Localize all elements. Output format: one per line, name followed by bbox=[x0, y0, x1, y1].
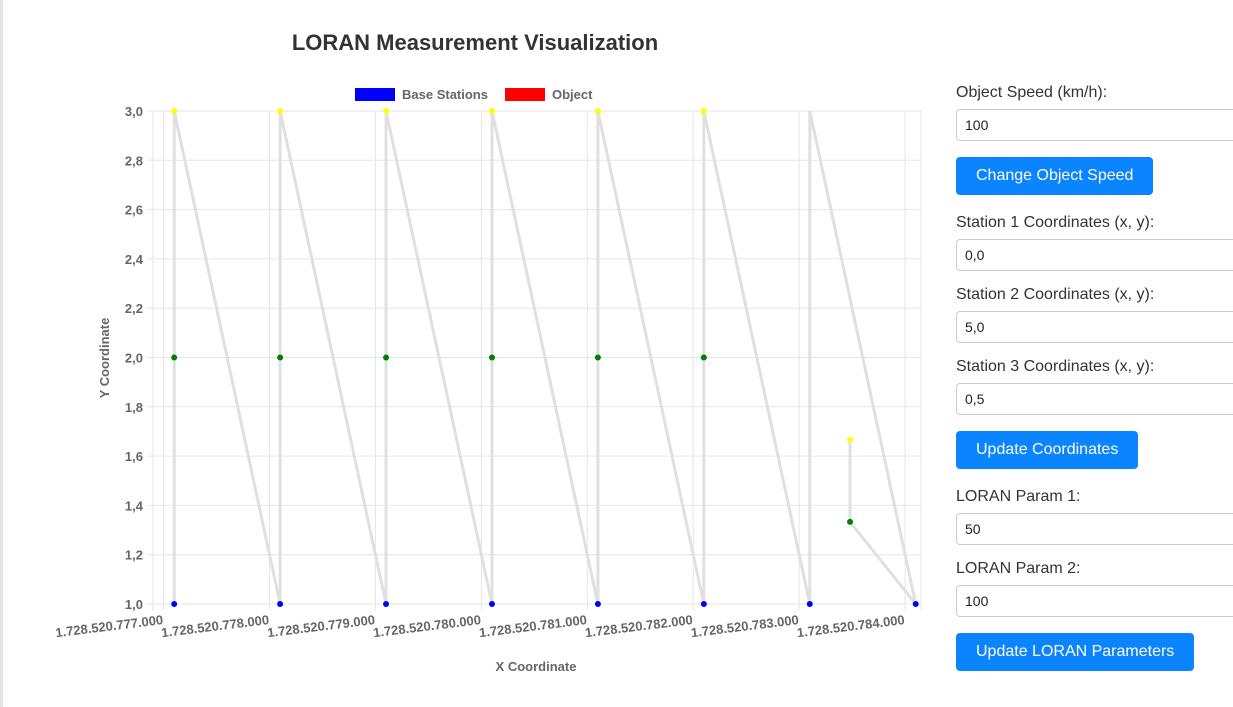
x-tick-label: 1.728.520.779.000 bbox=[266, 612, 375, 640]
param1-label: LORAN Param 1: bbox=[956, 488, 1081, 505]
data-point[interactable] bbox=[171, 108, 178, 114]
x-tick-label: 1.728.520.777.000 bbox=[55, 612, 164, 640]
data-point[interactable] bbox=[594, 601, 601, 607]
station1-label: Station 1 Coordinates (x, y): bbox=[956, 214, 1155, 231]
station3-label: Station 3 Coordinates (x, y): bbox=[956, 358, 1155, 375]
station3-input[interactable] bbox=[956, 383, 1233, 415]
trajectory-line bbox=[172, 110, 918, 605]
y-tick-label: 1,2 bbox=[125, 548, 143, 563]
x-axis-title: X Coordinate bbox=[496, 659, 577, 674]
data-point[interactable] bbox=[277, 601, 284, 607]
param2-label: LORAN Param 2: bbox=[956, 560, 1081, 577]
y-tick-label: 2,2 bbox=[125, 301, 143, 316]
x-tick-label: 1.728.520.780.000 bbox=[372, 612, 481, 640]
x-tick-label: 1.728.520.778.000 bbox=[160, 612, 269, 640]
data-point[interactable] bbox=[488, 354, 495, 361]
data-point[interactable] bbox=[383, 601, 390, 607]
param1-input[interactable] bbox=[956, 513, 1233, 545]
y-tick-label: 1,0 bbox=[125, 597, 143, 612]
update-loran-parameters-button[interactable]: Update LORAN Parameters bbox=[956, 633, 1195, 671]
x-tick-label: 1.728.520.784.000 bbox=[796, 612, 905, 640]
data-point[interactable] bbox=[171, 354, 178, 361]
y-axis-ticks: 1,0 1,2 1,4 1,6 1,8 2,0 2,2 2,4 2,6 2,8 3,0 bbox=[125, 104, 144, 612]
data-point[interactable] bbox=[277, 354, 284, 361]
chart-grid bbox=[147, 110, 922, 610]
data-point[interactable] bbox=[277, 108, 284, 114]
data-point[interactable] bbox=[594, 354, 601, 361]
trajectory-lines bbox=[172, 110, 918, 605]
data-point[interactable] bbox=[594, 108, 601, 114]
x-tick-label: 1.728.520.782.000 bbox=[584, 612, 693, 640]
x-tick-label: 1.728.520.781.000 bbox=[478, 612, 587, 640]
legend-label-object[interactable]: Object bbox=[552, 87, 593, 102]
data-point[interactable] bbox=[383, 354, 390, 361]
data-point[interactable] bbox=[806, 601, 813, 607]
y-tick-label: 1,4 bbox=[125, 498, 144, 513]
chart-points bbox=[171, 108, 919, 607]
station2-input[interactable] bbox=[956, 311, 1233, 343]
legend-swatch-object[interactable] bbox=[505, 88, 545, 101]
x-tick-label: 1.728.520.783.000 bbox=[690, 612, 799, 640]
y-tick-label: 2,4 bbox=[125, 252, 144, 267]
y-tick-label: 1,8 bbox=[125, 400, 143, 415]
y-tick-label: 2,8 bbox=[125, 153, 143, 168]
data-point[interactable] bbox=[700, 601, 707, 607]
y-tick-label: 3,0 bbox=[125, 104, 143, 119]
loran-chart: 1,0 1,2 1,4 1,6 1,8 2,0 2,2 2,4 2,6 2,8 3,0 1.728.… bbox=[55, 87, 922, 674]
change-speed-button[interactable]: Change Object Speed bbox=[956, 157, 1154, 195]
data-point[interactable] bbox=[700, 108, 707, 114]
y-tick-label: 2,6 bbox=[125, 203, 143, 218]
data-point[interactable] bbox=[488, 601, 495, 607]
speed-label: Object Speed (km/h): bbox=[956, 84, 1108, 101]
param2-input[interactable] bbox=[956, 585, 1233, 617]
legend-label-base-stations[interactable]: Base Stations bbox=[402, 87, 488, 102]
legend-swatch-base-stations[interactable] bbox=[355, 88, 395, 101]
y-tick-label: 2,0 bbox=[125, 351, 143, 366]
data-point[interactable] bbox=[847, 518, 854, 525]
station1-input[interactable] bbox=[956, 239, 1233, 271]
page-title: LORAN Measurement Visualization bbox=[291, 30, 659, 55]
speed-input[interactable] bbox=[956, 109, 1233, 141]
data-point[interactable] bbox=[912, 601, 919, 607]
y-axis-title: Y Coordinate bbox=[97, 318, 112, 399]
data-point[interactable] bbox=[488, 108, 495, 114]
data-point[interactable] bbox=[383, 108, 390, 114]
data-point[interactable] bbox=[171, 601, 178, 607]
chart-legend: Base Stations Object bbox=[355, 87, 593, 102]
y-tick-label: 1,6 bbox=[125, 449, 143, 464]
x-axis-ticks: 1.728.520.777.0001.728.520.778.0001.728.… bbox=[55, 612, 906, 640]
update-coordinates-button[interactable]: Update Coordinates bbox=[956, 431, 1139, 469]
station2-label: Station 2 Coordinates (x, y): bbox=[956, 286, 1155, 303]
data-point[interactable] bbox=[700, 354, 707, 361]
data-point[interactable] bbox=[847, 436, 854, 443]
